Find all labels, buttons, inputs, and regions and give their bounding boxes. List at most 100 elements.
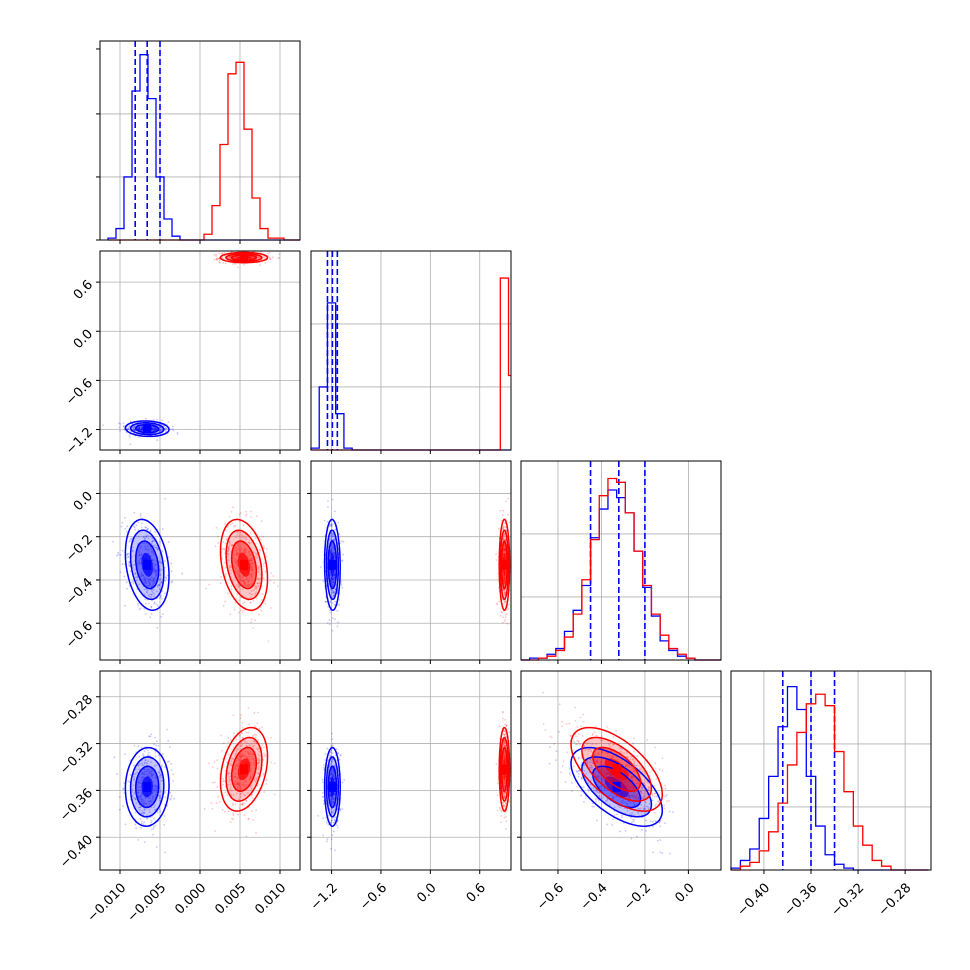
scatter-point [580,756,583,759]
scatter-point [594,798,597,800]
scatter-point [501,514,504,517]
scatter-point [142,764,145,767]
scatter-point [218,259,221,262]
scatter-point [330,773,333,776]
scatter-point [227,740,230,743]
scatter-point [633,803,636,806]
scatter-point [502,757,505,760]
scatter-point [216,257,219,260]
scatter-point [133,428,136,431]
scatter-point [620,799,623,802]
scatter-point [256,577,259,580]
scatter-point [331,817,334,820]
scatter-point [604,772,607,775]
scatter-point [138,427,140,430]
scatter-point [333,818,336,821]
scatter-point [162,753,164,756]
scatter-point [151,774,154,777]
scatter-point [213,781,216,784]
scatter-point [577,773,580,775]
scatter-point [167,541,170,544]
scatter-point [500,809,502,812]
scatter-point [273,762,276,765]
scatter-point [495,763,498,765]
scatter-point [149,616,152,619]
scatter-point [504,805,507,808]
scatter-point [242,579,245,582]
scatter-point [655,795,658,798]
scatter-point [156,626,159,629]
scatter-point [142,798,144,801]
scatter-point [160,581,163,583]
scatter-point [249,553,252,556]
scatter-point [248,752,250,755]
scatter-point [238,755,241,757]
scatter-point [253,764,256,766]
scatter-point [216,785,219,788]
scatter-point [502,801,505,804]
scatter-point [502,780,505,782]
scatter-point [237,543,240,546]
scatter-point [152,579,155,582]
scatter-point [503,549,506,551]
scatter-point [140,792,143,795]
scatter-point [508,740,511,743]
scatter-point [654,746,657,749]
scatter-point [502,805,505,808]
scatter-point [224,262,227,265]
scatter-point [252,735,254,738]
scatter-point [229,788,232,791]
scatter-point [251,753,253,756]
scatter-point [329,799,332,801]
scatter-point [333,775,336,778]
scatter-point [155,569,157,572]
scatter-point [137,789,140,792]
scatter-point [583,800,585,803]
scatter-point [659,851,662,854]
scatter-point [241,754,243,757]
scatter-point [258,760,261,762]
scatter-point [239,549,241,552]
scatter-point [244,741,247,743]
scatter-point [119,430,121,432]
scatter-point [633,737,635,740]
scatter-point [139,763,142,766]
scatter-point [154,564,157,567]
scatter-point [596,760,599,763]
scatter-point [146,528,149,531]
scatter-point [236,757,239,760]
scatter-point [651,794,654,797]
scatter-point [249,531,252,534]
scatter-point [137,791,139,794]
scatter-point [253,584,256,587]
scatter-point [252,761,255,764]
scatter-point [326,747,329,750]
scatter-point [220,252,223,255]
scatter-point [229,786,232,788]
scatter-point [331,834,334,837]
scatter-point [241,755,244,758]
scatter-point [154,736,156,739]
scatter-point [495,602,498,605]
scatter-point [329,776,332,779]
scatter-point [249,559,252,562]
scatter-point [640,791,643,793]
scatter-point [145,542,148,545]
scatter-point [234,764,237,767]
scatter-point [152,544,154,547]
scatter-point [257,568,260,571]
scatter-point [612,756,615,759]
scatter-point [205,587,208,590]
scatter-point [242,602,245,604]
scatter-point [225,539,228,541]
scatter-point [583,764,585,767]
scatter-point [250,559,253,562]
scatter-point [150,542,153,545]
scatter-point [255,585,258,588]
scatter-point [507,608,510,610]
scatter-point [241,802,244,804]
scatter-point [154,429,156,431]
scatter-point [167,421,170,423]
scatter-point [263,755,266,758]
scatter-point [232,758,235,760]
